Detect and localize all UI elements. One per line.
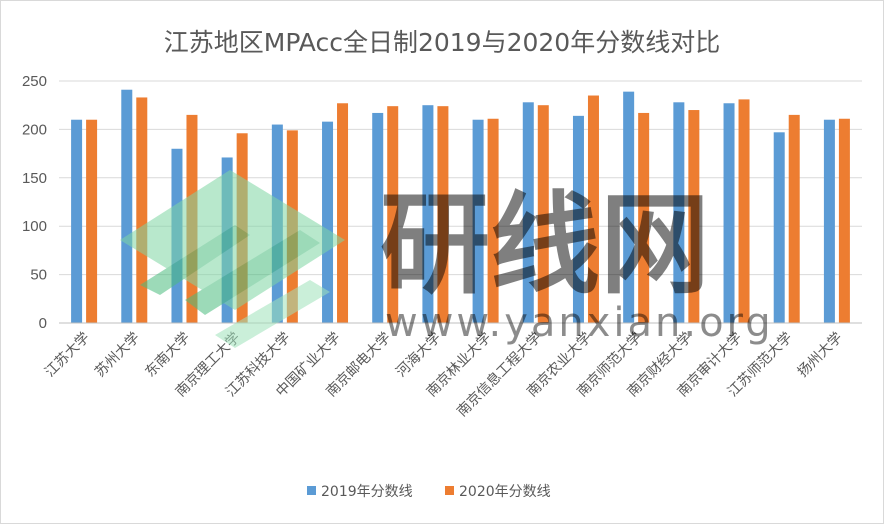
bar-2020-6	[387, 106, 399, 323]
x-category-label: 苏州大学	[92, 330, 143, 381]
bar-2020-13	[738, 99, 750, 323]
legend-swatch	[307, 486, 316, 495]
bar-2019-6	[372, 112, 384, 323]
y-axis-ticks: 0 50 100 150 200 250	[22, 73, 47, 332]
y-tick-label: 200	[22, 121, 47, 138]
legend-swatch	[445, 486, 454, 495]
bar-2020-1	[136, 97, 148, 324]
watermark-url: www.yanxian.org	[385, 300, 774, 346]
watermark-logo-icon	[120, 170, 345, 348]
bar-2019-7	[422, 105, 434, 323]
bar-2020-10	[587, 95, 599, 324]
y-tick-label: 0	[39, 315, 47, 332]
x-category-label: 扬州大学	[795, 330, 846, 381]
y-tick-label: 50	[30, 267, 47, 284]
bar-2019-15	[823, 119, 835, 323]
bar-2020-14	[788, 114, 800, 323]
legend-label: 2019年分数线	[321, 484, 413, 500]
y-tick-label: 100	[22, 218, 47, 235]
watermark: 研线网 www.yanxian.org	[120, 170, 774, 348]
y-tick-label: 150	[22, 170, 47, 187]
legend-label: 2020年分数线	[459, 484, 551, 500]
bar-2020-9	[537, 105, 549, 323]
bar-2019-1	[121, 89, 133, 323]
bar-2019-0	[71, 119, 83, 323]
bar-2019-11	[623, 91, 635, 323]
bar-2020-7	[437, 106, 449, 323]
bar-2019-10	[572, 115, 584, 324]
bar-2019-13	[723, 103, 735, 323]
watermark-text: 研线网	[380, 181, 710, 309]
x-category-label: 江苏大学	[42, 330, 93, 381]
bar-2020-5	[337, 103, 349, 323]
bar-2019-8	[472, 119, 484, 323]
chart-title: 江苏地区MPAcc全日制2019与2020年分数线对比	[164, 28, 720, 57]
bar-2019-12	[673, 102, 685, 324]
bar-2019-9	[522, 102, 534, 324]
bar-2019-5	[322, 121, 334, 323]
y-tick-label: 250	[22, 73, 47, 90]
x-category-label: 东南大学	[142, 330, 193, 381]
bar-2020-8	[487, 118, 499, 323]
bar-2019-14	[773, 132, 785, 323]
bar-2020-11	[638, 112, 650, 323]
bar-2020-12	[688, 110, 700, 323]
legend: 2019年分数线 2020年分数线	[307, 484, 551, 500]
bar-2020-0	[86, 119, 98, 323]
bar-2020-15	[838, 118, 850, 323]
